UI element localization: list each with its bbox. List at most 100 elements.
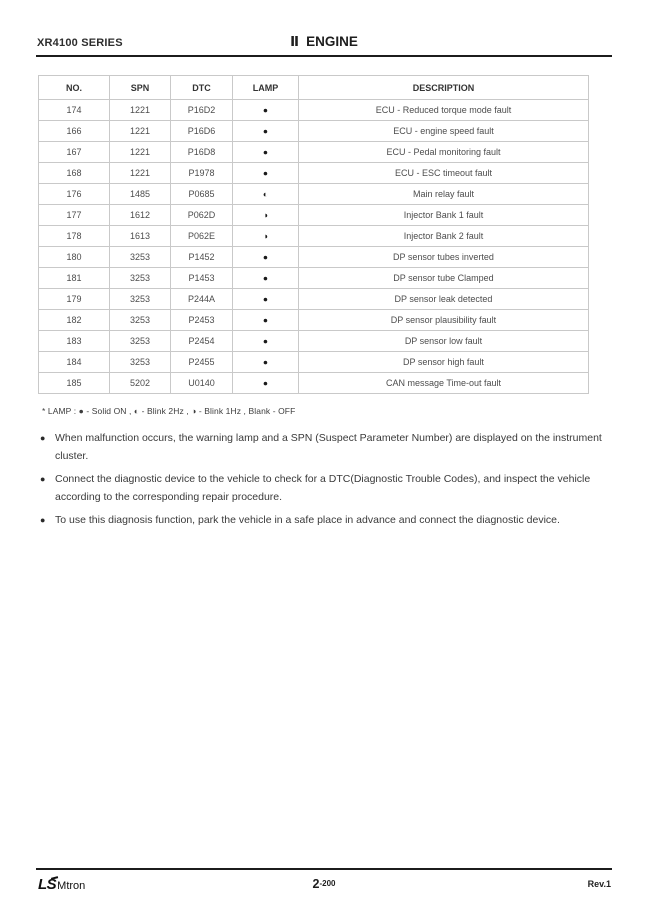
note-item: ● When malfunction occurs, the warning la… — [40, 429, 614, 465]
header-divider — [36, 55, 612, 57]
table-header-row: NO. SPN DTC LAMP DESCRIPTION — [38, 75, 589, 100]
table-row: 179 3253 P244A ● DP sensor leak detected — [38, 288, 589, 310]
cell-dtc: P062E — [170, 225, 233, 247]
note-text: When malfunction occurs, the warning lam… — [55, 432, 602, 462]
cell-description: DP sensor tube Clamped — [298, 267, 589, 289]
ls-logo-suffix: Mtron — [57, 880, 86, 892]
column-header-no: NO. — [38, 75, 110, 100]
cell-description: DP sensor plausibility fault — [298, 309, 589, 331]
section-numeral: Ⅱ — [290, 34, 300, 49]
column-header-description: DESCRIPTION — [298, 75, 589, 100]
series-title: XR4100 SERIES — [37, 37, 123, 49]
cell-description: ECU - Reduced torque mode fault — [298, 99, 589, 121]
cell-description: DP sensor low fault — [298, 330, 589, 352]
table-row: 184 3253 P2455 ● DP sensor high fault — [38, 351, 589, 373]
ls-logo-mark: LS — [38, 876, 57, 893]
lamp-solid-icon: ● — [232, 162, 299, 184]
lamp-solid-icon: ● — [232, 372, 299, 394]
cell-dtc: P2454 — [170, 330, 233, 352]
bullet-icon: ● — [40, 515, 46, 525]
cell-spn: 3253 — [109, 330, 171, 352]
cell-no: 167 — [38, 141, 110, 163]
cell-spn: 1221 — [109, 120, 171, 142]
table-row: 168 1221 P1978 ● ECU - ESC timeout fault — [38, 162, 589, 184]
cell-spn: 1612 — [109, 204, 171, 226]
cell-no: 166 — [38, 120, 110, 142]
cell-description: ECU - engine speed fault — [298, 120, 589, 142]
page-number-chapter: 2 — [312, 877, 320, 891]
notes-list: ● When malfunction occurs, the warning la… — [40, 429, 614, 534]
cell-dtc: P16D8 — [170, 141, 233, 163]
lamp-solid-icon: ● — [232, 309, 299, 331]
cell-dtc: P1453 — [170, 267, 233, 289]
cell-no: 183 — [38, 330, 110, 352]
cell-dtc: P16D6 — [170, 120, 233, 142]
cell-no: 185 — [38, 372, 110, 394]
column-header-spn: SPN — [109, 75, 171, 100]
table-row: 180 3253 P1452 ● DP sensor tubes inverted — [38, 246, 589, 268]
lamp-solid-icon: ● — [232, 288, 299, 310]
bullet-icon: ● — [40, 474, 46, 484]
column-header-lamp: LAMP — [232, 75, 299, 100]
cell-no: 181 — [38, 267, 110, 289]
cell-dtc: P062D — [170, 204, 233, 226]
cell-description: CAN message Time-out fault — [298, 372, 589, 394]
table-row: 167 1221 P16D8 ● ECU - Pedal monitoring faul… — [38, 141, 589, 163]
lamp-solid-icon: ● — [232, 99, 299, 121]
lamp-solid-icon: ● — [232, 330, 299, 352]
lamp-legend: * LAMP : ● - Solid ON , ◐ - Blink 2Hz , … — [42, 406, 296, 416]
bullet-icon: ● — [40, 433, 46, 443]
cell-no: 178 — [38, 225, 110, 247]
cell-spn: 1221 — [109, 141, 171, 163]
table-body: 174 1221 P16D2 ● ECU - Reduced torque mode f… — [38, 99, 589, 394]
cell-description: DP sensor high fault — [298, 351, 589, 373]
section-name: ENGINE — [306, 34, 358, 49]
cell-no: 177 — [38, 204, 110, 226]
lamp-solid-icon: ● — [232, 267, 299, 289]
cell-description: DP sensor leak detected — [298, 288, 589, 310]
ls-mtron-logo: LSMtron — [38, 876, 85, 896]
cell-spn: 3253 — [109, 288, 171, 310]
table-row: 185 5202 U0140 ● CAN message Time-out fault — [38, 372, 589, 394]
page-number: 2-200 — [0, 875, 648, 893]
cell-spn: 3253 — [109, 246, 171, 268]
note-item: ● To use this diagnosis function, park th… — [40, 511, 614, 529]
cell-dtc: P0685 — [170, 183, 233, 205]
cell-description: Injector Bank 1 fault — [298, 204, 589, 226]
cell-spn: 1221 — [109, 99, 171, 121]
lamp-solid-icon: ● — [232, 141, 299, 163]
table-row: 176 1485 P0685 ◐ Main relay fault — [38, 183, 589, 205]
cell-no: 179 — [38, 288, 110, 310]
cell-dtc: U0140 — [170, 372, 233, 394]
cell-spn: 1485 — [109, 183, 171, 205]
lamp-solid-icon: ● — [232, 120, 299, 142]
lamp-solid-icon: ● — [232, 351, 299, 373]
table-row: 166 1221 P16D6 ● ECU - engine speed fault — [38, 120, 589, 142]
table-row: 181 3253 P1453 ● DP sensor tube Clamped — [38, 267, 589, 289]
note-item: ● Connect the diagnostic device to the ve… — [40, 470, 614, 506]
cell-dtc: P1978 — [170, 162, 233, 184]
cell-description: Injector Bank 2 fault — [298, 225, 589, 247]
cell-spn: 3253 — [109, 309, 171, 331]
cell-spn: 5202 — [109, 372, 171, 394]
cell-no: 168 — [38, 162, 110, 184]
lamp-blink2hz-icon: ◐ — [232, 183, 299, 205]
table-row: 178 1613 P062E ◑ Injector Bank 2 fault — [38, 225, 589, 247]
cell-spn: 1221 — [109, 162, 171, 184]
footer-divider — [36, 868, 612, 870]
revision-label: Rev.1 — [587, 879, 611, 889]
section-title: Ⅱ ENGINE — [0, 34, 648, 50]
cell-no: 182 — [38, 309, 110, 331]
cell-spn: 1613 — [109, 225, 171, 247]
cell-dtc: P1452 — [170, 246, 233, 268]
cell-spn: 3253 — [109, 351, 171, 373]
lamp-blink1hz-icon: ◑ — [232, 204, 299, 226]
cell-no: 174 — [38, 99, 110, 121]
cell-dtc: P2453 — [170, 309, 233, 331]
cell-description: ECU - Pedal monitoring fault — [298, 141, 589, 163]
note-text: Connect the diagnostic device to the veh… — [55, 473, 591, 503]
lamp-solid-icon: ● — [232, 246, 299, 268]
cell-dtc: P244A — [170, 288, 233, 310]
cell-spn: 3253 — [109, 267, 171, 289]
table-row: 177 1612 P062D ◑ Injector Bank 1 fault — [38, 204, 589, 226]
